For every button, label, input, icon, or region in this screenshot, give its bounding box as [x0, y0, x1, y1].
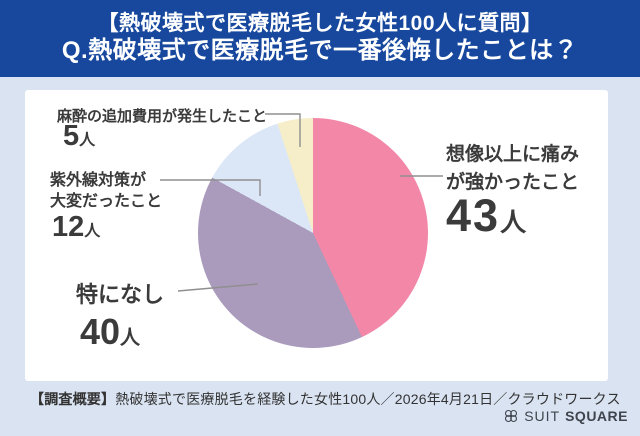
suit-square-logo: SUIT SQUARE [503, 408, 628, 424]
survey-summary-prefix: 【調査概要】 [30, 391, 116, 407]
uv-label-line2: 大変だったこと [50, 193, 163, 210]
pie-chart [198, 118, 428, 348]
header-question: Q.熱破壊式で医療脱毛で一番後悔したことは？ [61, 37, 579, 65]
pain-count: 43 [446, 190, 501, 241]
callout-anesthesia-label: 麻酔の追加費用が発生したこと [57, 108, 268, 125]
header-banner: 【熱破壊式で医療脱毛した女性100人に質問】 Q.熱破壊式で医療脱毛で一番後悔し… [0, 0, 640, 77]
callout-none-label: 特になし [76, 282, 165, 307]
logo-word-suit: SUIT [524, 408, 561, 424]
none-count: 40 [80, 311, 121, 352]
flower-logo-icon [505, 409, 518, 423]
callout-pain-label: 想像以上に痛み が強かったこと [446, 141, 579, 197]
survey-summary-body: 熱破壊式で医療脱毛を経験した女性100人／2026年4月21日／クラウドワークス [115, 391, 621, 407]
header-line1: 【熱破壊式で医療脱毛した女性100人に質問】 [97, 12, 543, 36]
none-unit: 人 [120, 327, 141, 349]
pain-label-line1: 想像以上に痛み [446, 144, 580, 165]
anesthesia-unit: 人 [79, 132, 96, 149]
logo-word-square: SQUARE [565, 408, 628, 424]
uv-label-line1: 紫外線対策が [50, 172, 147, 189]
callout-pain-value: 43人 [446, 193, 526, 239]
survey-summary: 【調査概要】熱破壊式で医療脱毛を経験した女性100人／2026年4月21日／クラ… [30, 389, 621, 409]
uv-unit: 人 [84, 223, 101, 240]
callout-none-value: 40人 [80, 314, 140, 350]
callout-uv-value: 12人 [52, 213, 100, 242]
pain-unit: 人 [500, 207, 527, 237]
callout-uv-label: 紫外線対策が 大変だったこと [50, 170, 162, 212]
anesthesia-count: 5 [63, 120, 80, 152]
uv-count: 12 [52, 211, 85, 243]
pain-label-line2: が強かったこと [446, 172, 580, 193]
callout-anesthesia-value: 5人 [63, 122, 95, 151]
